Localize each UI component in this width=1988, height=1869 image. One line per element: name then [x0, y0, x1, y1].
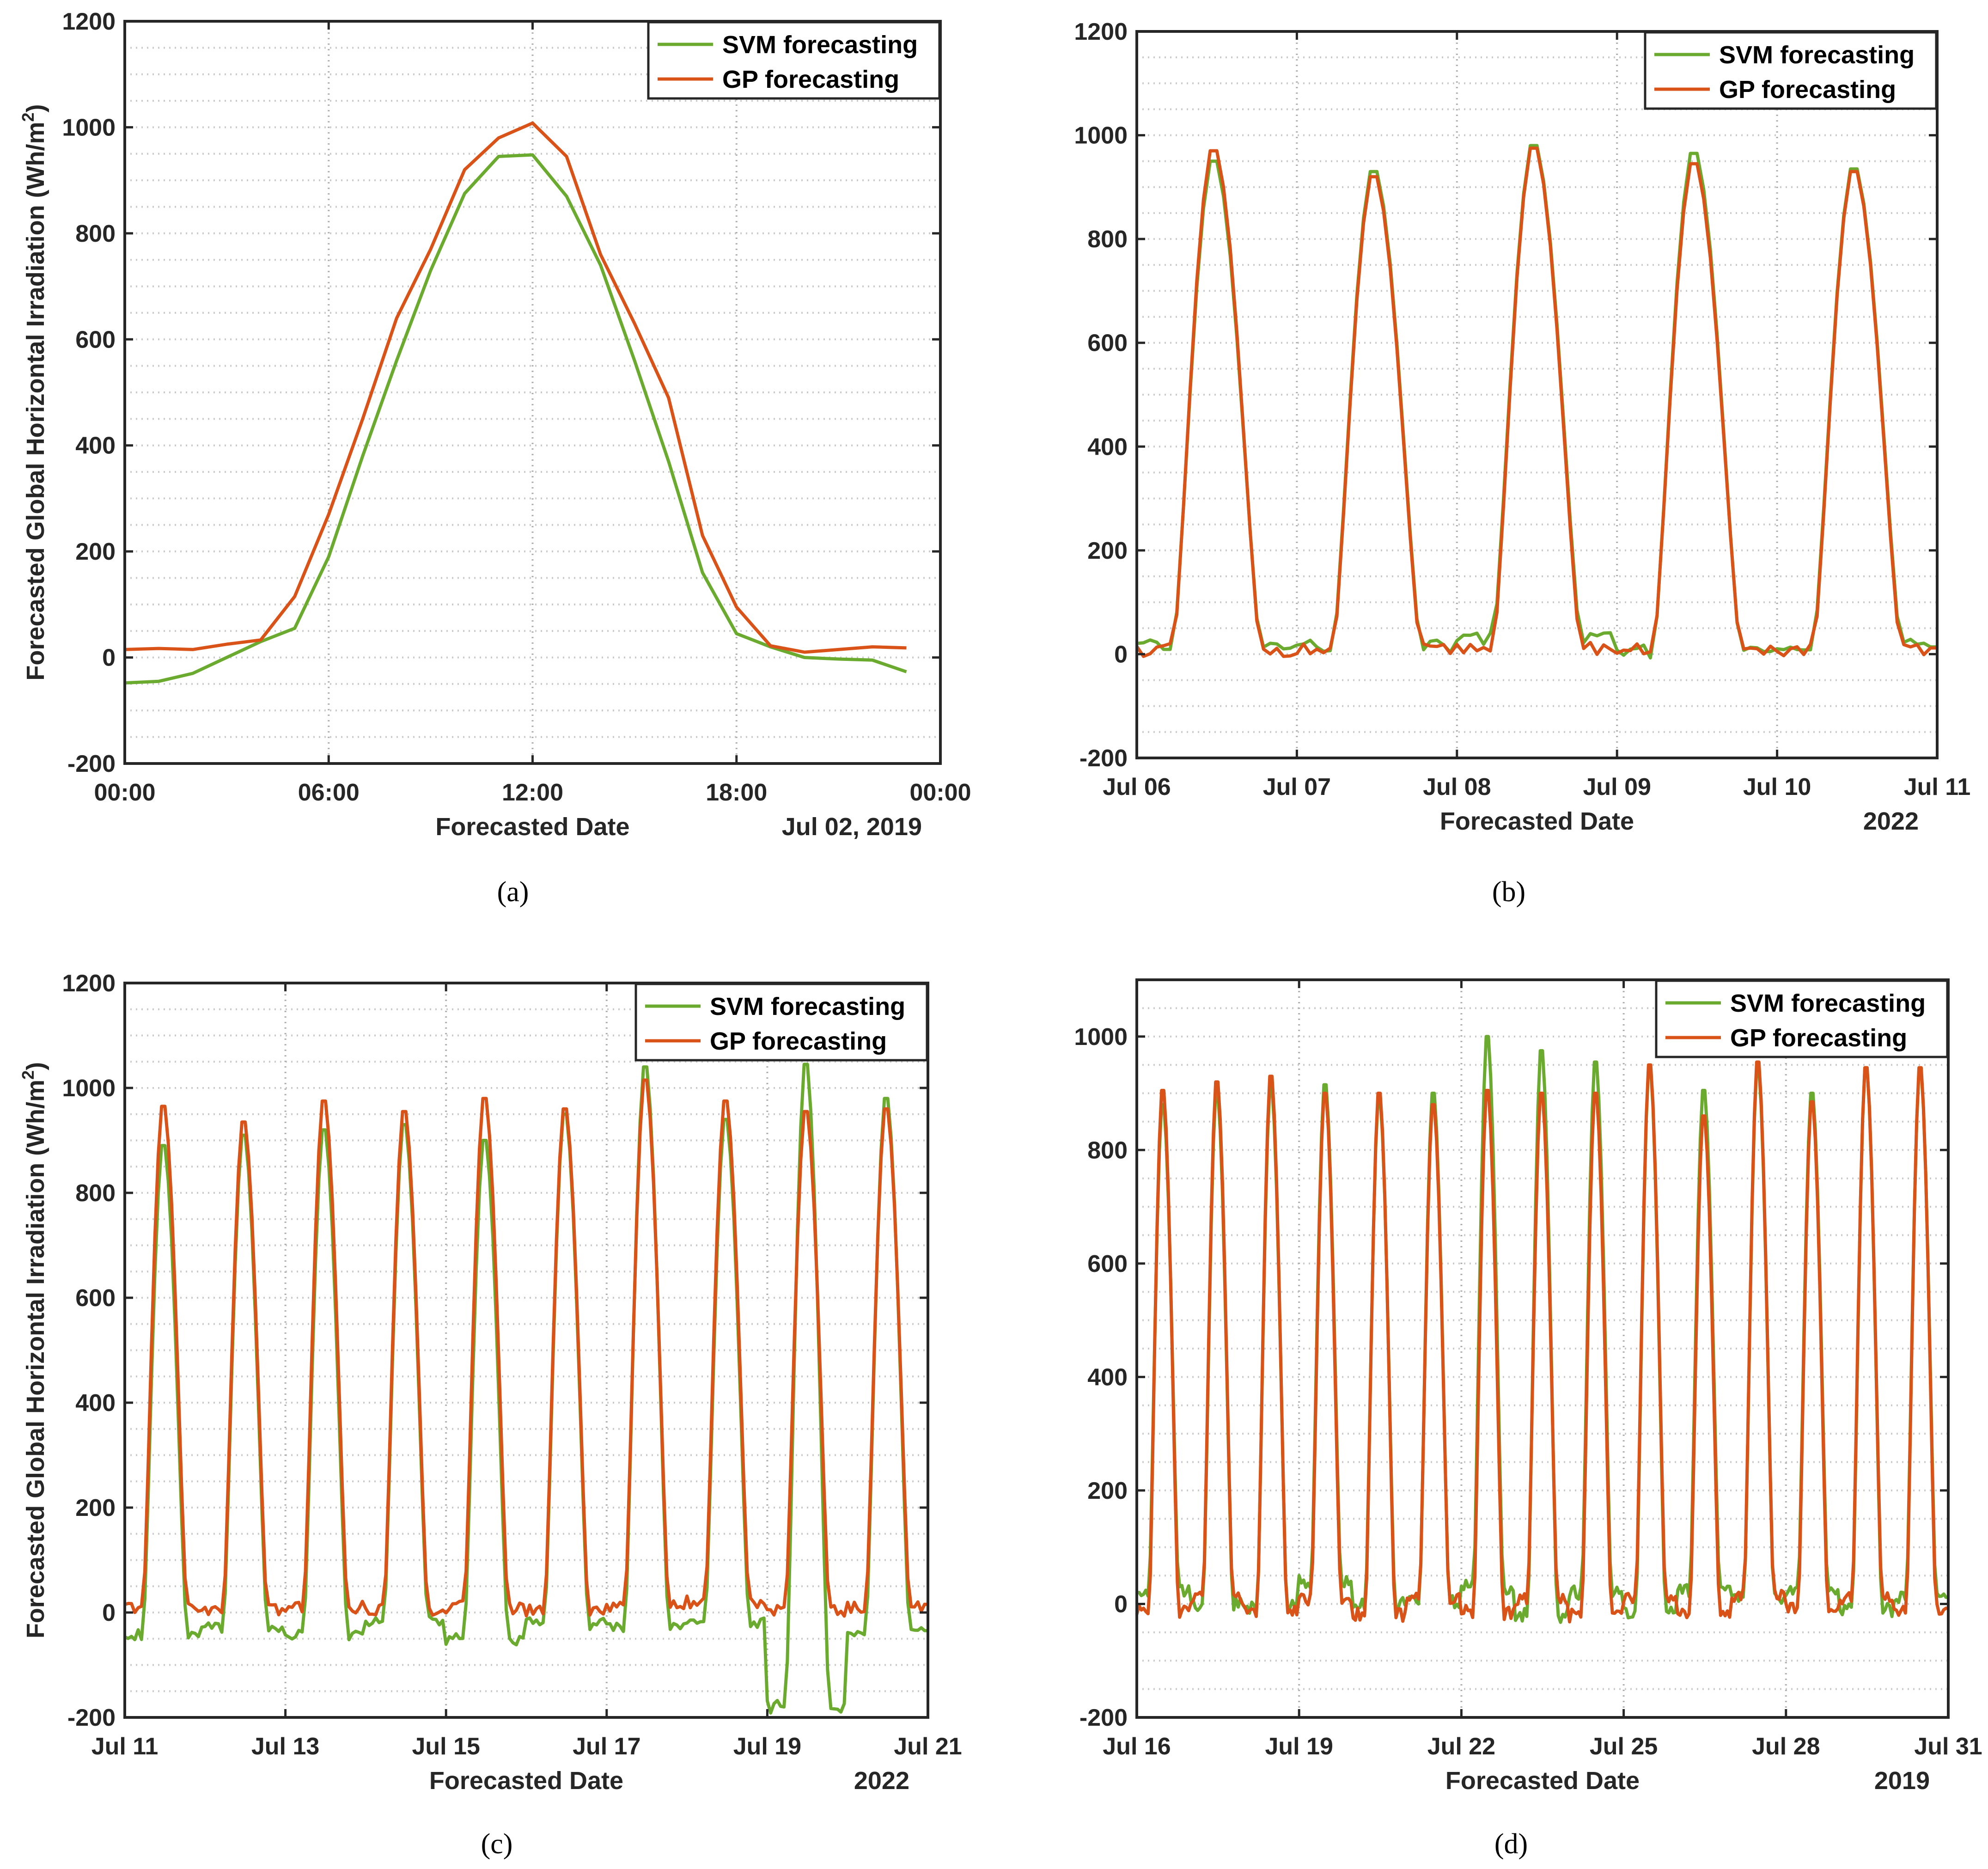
y-tick-label: 800 [75, 220, 116, 247]
y-tick-label: 1000 [62, 1075, 116, 1102]
series-line-svm [124, 153, 907, 685]
x-tick-label: Jul 16 [1103, 1733, 1171, 1760]
axes-box [123, 982, 929, 1719]
y-axis-label: Forecasted Global Horizontal Irradiation… [18, 104, 49, 680]
y-tick-label: 600 [75, 326, 116, 353]
y-tick-label: 600 [1087, 1251, 1128, 1277]
y-tick-label: 600 [1087, 330, 1128, 357]
x-tick-label: Jul 31 [1914, 1733, 1982, 1760]
y-tick-label: 1000 [1074, 1024, 1128, 1051]
y-axis-label: Forecasted Global Horizontal Irradiation… [18, 1062, 49, 1638]
x-tick-label: Jul 19 [1265, 1733, 1333, 1760]
y-tick-label: 400 [75, 1390, 116, 1417]
x-tick-label: 06:00 [298, 779, 360, 806]
y-tick-label: 0 [102, 645, 116, 672]
legend-entry: GP forecasting [722, 66, 899, 93]
panel-1: -200 0 200 400 600 800 1000 1200 00:00 06:00 12:00… [18, 8, 971, 908]
legend: SVM forecasting GP forecasting [634, 983, 928, 1062]
y-tick-label: 1000 [1074, 122, 1128, 149]
legend-entry: GP forecasting [1730, 1024, 1907, 1052]
x-tick-label: Jul 08 [1423, 774, 1491, 800]
x-tick-label: Jul 06 [1103, 774, 1171, 800]
panel-3: -200 0 200 400 600 800 1000 1200 Jul 11 Jul 13 Jul… [18, 970, 962, 1860]
y-tick-label: 0 [102, 1600, 116, 1626]
legend-entry: SVM forecasting [1730, 989, 1926, 1017]
panel-caption: (b) [1492, 876, 1525, 908]
x-tick-label: Jul 17 [573, 1733, 640, 1760]
legend-entry: SVM forecasting [722, 31, 918, 59]
panel-caption: (a) [497, 876, 529, 908]
x-tick-label: Jul 21 [894, 1733, 962, 1760]
legend: SVM forecasting GP forecasting [1655, 979, 1949, 1058]
x-tick-label: Jul 25 [1590, 1733, 1658, 1760]
date-corner-label: 2022 [1863, 807, 1919, 835]
y-tick-label: 200 [75, 538, 116, 565]
legend-entry: SVM forecasting [710, 993, 905, 1020]
y-tick-label: 200 [1087, 1478, 1128, 1504]
panel-caption: (c) [481, 1828, 513, 1860]
legend: SVM forecasting GP forecasting [1644, 31, 1938, 110]
y-tick-label: 600 [75, 1285, 116, 1312]
x-axis-label: Forecasted Date [435, 813, 629, 841]
x-tick-label: 00:00 [910, 779, 971, 806]
axes-box [1135, 30, 1939, 759]
x-tick-label: 12:00 [502, 779, 563, 806]
y-tick-label: -200 [1079, 1704, 1128, 1731]
x-axis-label: Forecasted Date [1445, 1767, 1640, 1795]
date-corner-label: 2022 [854, 1767, 909, 1795]
axes-box [1135, 978, 1950, 1719]
y-tick-label: 200 [1087, 537, 1128, 564]
legend-box [1644, 31, 1938, 110]
y-tick-label: 400 [1087, 434, 1128, 460]
x-tick-label: Jul 28 [1752, 1733, 1820, 1760]
date-corner-label: Jul 02, 2019 [782, 813, 922, 841]
y-tick-label: 800 [1087, 1137, 1128, 1164]
series-line-gp [124, 121, 907, 654]
x-tick-label: Jul 07 [1263, 774, 1331, 800]
legend-entry: GP forecasting [1719, 76, 1896, 104]
x-tick-label: Jul 09 [1583, 774, 1651, 800]
panel-2: -200 0 200 400 600 800 1000 1200 Jul 06 Jul 07 Jul… [1074, 18, 1970, 908]
y-tick-label: 800 [75, 1180, 116, 1207]
x-axis-label: Forecasted Date [1440, 807, 1634, 835]
series-line-gp [1135, 147, 1937, 658]
y-tick-label: 0 [1114, 641, 1128, 668]
x-tick-label: Jul 11 [91, 1733, 159, 1760]
y-tick-label: -200 [67, 1704, 116, 1731]
legend-entry: SVM forecasting [1719, 41, 1915, 69]
x-axis-label: Forecasted Date [429, 1767, 623, 1795]
y-tick-label: -200 [67, 751, 116, 777]
panel-caption: (d) [1494, 1828, 1528, 1860]
x-tick-label: 00:00 [94, 779, 156, 806]
x-tick-label: Jul 19 [733, 1733, 801, 1760]
y-tick-label: 800 [1087, 226, 1128, 253]
x-tick-label: 18:00 [706, 779, 767, 806]
y-tick-label: -200 [1079, 745, 1128, 772]
series-line-svm [1136, 144, 1937, 660]
legend-box [1655, 979, 1949, 1058]
legend-box [634, 983, 928, 1062]
y-tick-label: 400 [1087, 1364, 1128, 1391]
legend-entry: GP forecasting [710, 1027, 887, 1055]
date-corner-label: 2019 [1874, 1767, 1930, 1795]
x-tick-label: Jul 10 [1743, 774, 1811, 800]
series-line-gp [124, 1078, 928, 1618]
x-tick-label: Jul 22 [1427, 1733, 1495, 1760]
panel-4: -200 0 200 400 600 800 1000 Jul 16 Jul 19 Jul 22 J… [1074, 978, 1982, 1860]
y-tick-label: 1200 [62, 8, 116, 35]
y-tick-label: 1200 [1074, 18, 1128, 45]
legend: SVM forecasting GP forecasting [647, 21, 941, 100]
y-tick-label: 1000 [62, 114, 116, 141]
series-line-gp [1135, 1060, 1948, 1624]
y-tick-label: 1200 [62, 970, 116, 997]
y-tick-label: 200 [75, 1495, 116, 1521]
y-tick-label: 400 [75, 433, 116, 459]
legend-box [647, 21, 941, 100]
x-tick-label: Jul 11 [1904, 774, 1971, 800]
y-tick-label: 0 [1114, 1591, 1128, 1618]
x-tick-label: Jul 13 [251, 1733, 319, 1760]
x-tick-label: Jul 15 [412, 1733, 480, 1760]
